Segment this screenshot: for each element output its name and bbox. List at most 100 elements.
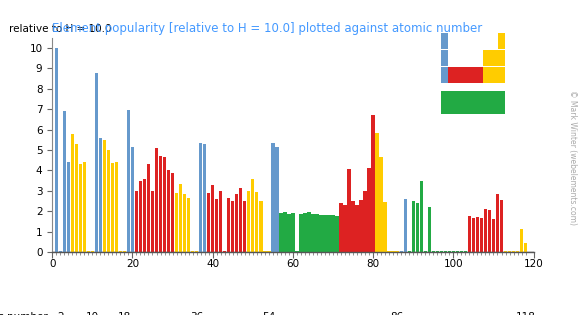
Bar [235,194,238,252]
Bar [175,193,178,252]
Bar [327,215,331,252]
Bar [191,251,194,252]
Bar [351,201,355,252]
Bar [239,188,242,252]
Bar [483,67,505,83]
Bar [415,203,419,252]
Bar [155,148,158,252]
Text: © Mark Winter (webelements.com): © Mark Winter (webelements.com) [568,90,577,225]
Bar [67,162,70,252]
Bar [400,251,403,252]
Bar [215,199,219,252]
Bar [452,251,455,252]
Bar [347,169,351,252]
Bar [520,229,523,252]
Bar [183,194,186,252]
Bar [436,251,439,252]
Bar [259,201,263,252]
Text: 2: 2 [57,312,64,315]
Bar [75,144,78,252]
Bar [163,157,166,252]
Bar [103,140,106,252]
Bar [126,110,130,252]
Bar [387,251,391,252]
Bar [111,163,114,252]
Bar [508,251,511,252]
Bar [199,143,202,252]
Bar [159,156,162,252]
Bar [367,168,371,252]
Bar [147,164,150,252]
Bar [498,33,505,49]
Bar [115,162,118,252]
Text: Element popularity [relative to H = 10.0] plotted against atomic number: Element popularity [relative to H = 10.0… [52,22,483,35]
Bar [255,192,259,252]
Bar [179,184,182,252]
Bar [55,48,58,252]
Bar [500,200,503,252]
Bar [287,214,291,252]
Bar [488,210,491,252]
Bar [484,209,487,252]
Bar [247,191,251,252]
Bar [78,164,82,252]
Bar [231,201,234,252]
Bar [263,251,267,252]
Bar [59,251,62,252]
Bar [423,251,427,252]
Text: 118: 118 [516,312,535,315]
Bar [524,243,527,252]
Bar [379,157,383,252]
Bar [343,205,347,252]
Bar [323,215,327,252]
Bar [319,215,322,252]
Bar [496,194,499,252]
Bar [448,67,483,83]
Bar [151,191,154,252]
Bar [504,251,508,252]
Bar [139,180,142,252]
Bar [227,198,230,252]
Bar [440,251,443,252]
Bar [331,215,335,252]
Bar [123,251,126,252]
Bar [307,212,311,252]
Bar [223,251,226,252]
Text: 86: 86 [390,312,404,315]
Text: 18: 18 [118,312,131,315]
Bar [291,213,295,252]
Bar [516,251,519,252]
Bar [71,134,74,252]
Bar [360,200,363,252]
Bar [492,219,495,252]
Bar [375,133,379,252]
Bar [441,91,505,114]
Bar [130,147,134,252]
Text: relative to H = 10.0: relative to H = 10.0 [9,24,111,33]
Bar [119,251,122,252]
Bar [82,162,86,252]
Bar [408,251,411,252]
Bar [472,218,475,252]
Bar [364,191,367,252]
Bar [404,199,407,252]
Bar [86,251,90,252]
Bar [195,251,198,252]
Bar [444,251,447,252]
Bar [476,217,479,252]
Bar [383,202,387,252]
Bar [99,138,102,252]
Bar [316,214,318,252]
Bar [203,144,206,252]
Bar [135,191,138,252]
Bar [275,147,278,252]
Bar [251,179,255,252]
Bar [356,205,359,252]
Text: 10: 10 [86,312,99,315]
Bar [427,207,431,252]
Bar [441,33,448,49]
Bar [271,143,274,252]
Bar [299,214,303,252]
Bar [441,50,448,66]
Bar [460,251,463,252]
